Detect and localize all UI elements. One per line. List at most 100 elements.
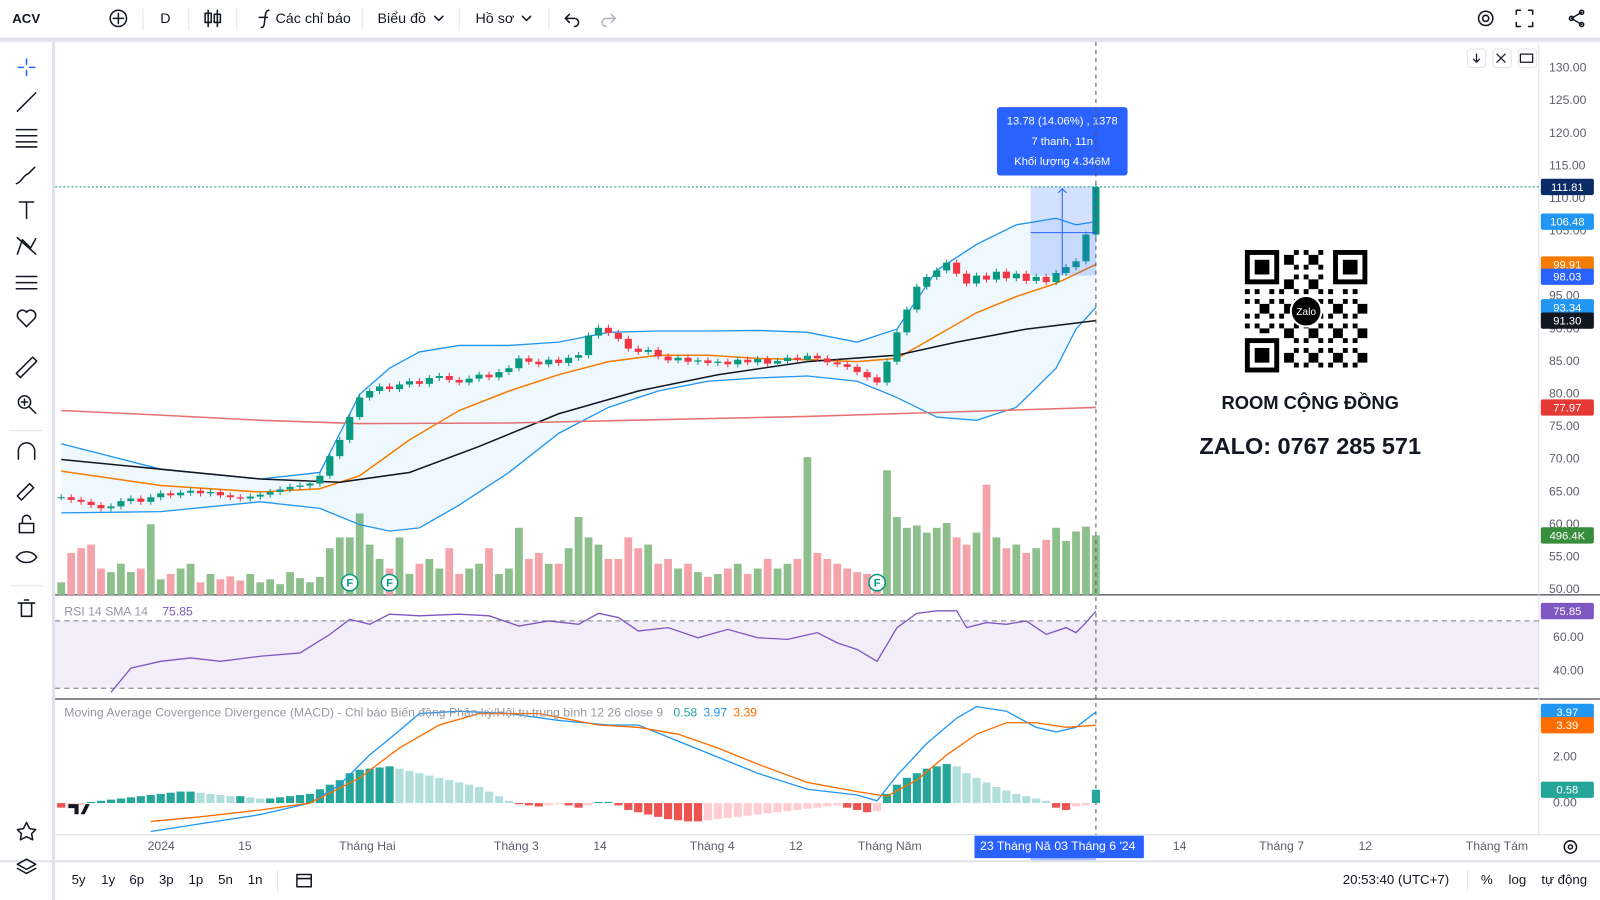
macd-histogram-bar: [803, 803, 812, 809]
pane-button[interactable]: [1492, 48, 1512, 68]
macd-histogram-bar: [1081, 803, 1091, 806]
range-button[interactable]: 6p: [129, 872, 144, 887]
settings[interactable]: [1477, 10, 1494, 27]
drawing-tool[interactable]: [15, 128, 38, 148]
time-label: 12: [789, 839, 803, 853]
drawing-tool[interactable]: [16, 482, 35, 501]
fullscreen[interactable]: [1515, 9, 1534, 28]
drawing-tool[interactable]: [15, 275, 38, 290]
volume-bar: [445, 548, 454, 595]
macd-histogram-bar: [1052, 803, 1061, 808]
event-marker[interactable]: [380, 573, 399, 592]
drawing-tool[interactable]: [15, 166, 36, 185]
rsi-tick-label: 40.00: [1553, 664, 1584, 678]
drawing-tool[interactable]: [16, 92, 37, 112]
candle: [963, 273, 971, 284]
range-button[interactable]: 5y: [72, 872, 86, 887]
price-badge-label: 98.03: [1553, 272, 1581, 284]
date-range[interactable]: [296, 873, 312, 888]
candle: [634, 348, 642, 352]
macd-tick-label: 0.00: [1553, 795, 1577, 809]
candle: [913, 286, 921, 310]
candle: [833, 362, 841, 365]
macd-histogram-bar: [176, 791, 185, 804]
range-button[interactable]: 1y: [101, 872, 115, 887]
macd-histogram-bar: [385, 766, 394, 804]
chart-type[interactable]: Biểu đồ: [378, 11, 426, 27]
share[interactable]: [1568, 9, 1585, 28]
macd-histogram-bar: [126, 797, 135, 804]
volume-bar: [544, 563, 553, 595]
chevron[interactable]: [433, 15, 444, 22]
volume-bar: [843, 568, 852, 595]
indicators[interactable]: Các chỉ báo: [276, 11, 351, 27]
range-button[interactable]: 5n: [218, 872, 233, 887]
volume-bar: [1072, 531, 1080, 595]
axis-settings[interactable]: [1563, 840, 1578, 854]
macd-histogram-bar: [922, 768, 931, 804]
symbol[interactable]: ACV: [12, 11, 40, 26]
undo[interactable]: [564, 13, 580, 28]
volume-bar: [87, 544, 95, 595]
candle: [664, 356, 672, 361]
drawing-tool[interactable]: [15, 551, 38, 564]
range-button[interactable]: 1n: [248, 872, 263, 887]
candle: [147, 497, 155, 502]
candle: [296, 485, 304, 487]
drawing-tool[interactable]: [17, 58, 36, 77]
range-button[interactable]: 1p: [189, 872, 204, 887]
candle: [77, 499, 85, 502]
macd-histogram-bar: [723, 803, 732, 818]
event-marker[interactable]: [868, 573, 886, 592]
drawing-tool[interactable]: [18, 514, 35, 534]
add-symbol[interactable]: [109, 9, 128, 28]
drawing-tool[interactable]: [16, 858, 37, 875]
macd-histogram-bar: [872, 803, 882, 812]
fx-icon[interactable]: [258, 9, 270, 29]
price-badge: [1540, 213, 1594, 230]
macd-histogram-bar: [1091, 789, 1100, 804]
drawing-tool[interactable]: [16, 309, 37, 328]
drawing-tool[interactable]: [17, 395, 37, 415]
profile[interactable]: Hồ sơ: [476, 11, 515, 27]
volume-bar: [375, 558, 384, 595]
candle: [525, 358, 533, 362]
volume-bar: [355, 513, 364, 595]
auto-toggle[interactable]: tự động: [1541, 872, 1587, 887]
macd-histogram-bar: [992, 786, 1001, 804]
price-badge: [1540, 312, 1594, 329]
drawing-tool[interactable]: [17, 599, 36, 618]
drawing-tool[interactable]: [16, 821, 37, 841]
range-button[interactable]: 3p: [159, 872, 174, 887]
drawing-tool[interactable]: [17, 442, 36, 460]
event-marker[interactable]: [340, 573, 359, 592]
log-toggle[interactable]: log: [1509, 872, 1527, 887]
volume-bar: [644, 544, 653, 595]
interval[interactable]: D: [160, 11, 170, 27]
candle: [813, 355, 821, 359]
volume-bar: [425, 558, 434, 595]
price-badge: [1540, 256, 1594, 273]
drawing-tool[interactable]: [15, 356, 38, 379]
chevron[interactable]: [521, 15, 532, 22]
candle: [495, 372, 503, 378]
candle: [226, 495, 234, 498]
volume-bar: [694, 572, 702, 595]
drawing-tool[interactable]: [18, 201, 35, 220]
macd-histogram-bar: [843, 803, 852, 808]
drawing-tool[interactable]: [16, 236, 37, 255]
pane-button[interactable]: [1517, 48, 1538, 68]
macd-histogram-bar: [912, 773, 921, 804]
volume-bar: [166, 573, 175, 595]
volume-bar: [475, 563, 483, 595]
macd-histogram-bar: [475, 786, 484, 804]
candle: [336, 439, 344, 457]
macd-histogram-bar: [584, 803, 593, 806]
clock: 20:53:40 (UTC+7): [1343, 872, 1449, 887]
candle-type[interactable]: [204, 9, 222, 28]
macd-histogram-bar: [892, 784, 902, 804]
percent-toggle[interactable]: %: [1481, 872, 1493, 887]
time-label: 12: [1359, 839, 1373, 853]
volume-bar: [684, 563, 692, 595]
